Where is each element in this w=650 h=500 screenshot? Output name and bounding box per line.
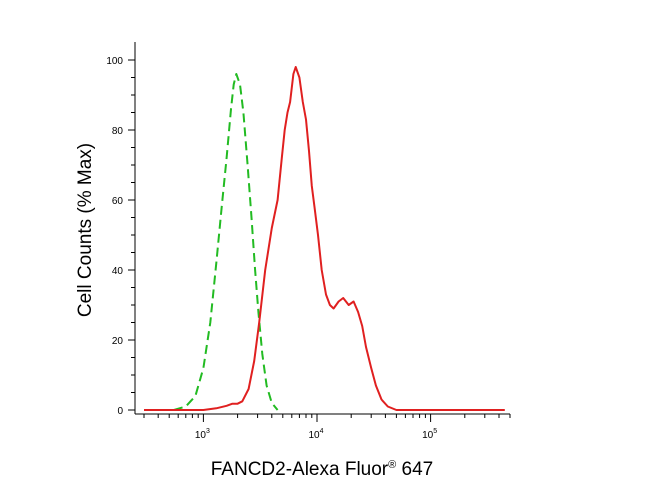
y-tick-label: 80 (112, 126, 124, 137)
y-axis-title: Cell Counts (% Max) (75, 143, 96, 317)
y-tick-label: 60 (112, 196, 124, 207)
x-tick-label: 105 (422, 428, 437, 441)
x-ticks: 103 104 105 (143, 414, 511, 441)
x-tick-label: 103 (195, 428, 210, 441)
y-tick-label: 0 (117, 406, 123, 417)
control-histogram-line (173, 73, 279, 411)
y-tick-label: 100 (106, 56, 123, 67)
x-axis-title-main: FANCD2-Alexa Fluor (211, 459, 389, 480)
y-ticks: 0 20 40 60 80 100 (106, 56, 135, 417)
axes (134, 42, 510, 415)
y-tick-label: 40 (112, 266, 124, 277)
y-tick-label: 20 (112, 336, 124, 347)
x-tick-label: 104 (308, 428, 323, 441)
x-axis-title-registered-mark: ® (388, 459, 396, 471)
x-axis-title-suffix: 647 (396, 459, 433, 480)
x-axis-title: FANCD2-Alexa Fluor® 647 (211, 459, 433, 480)
sample-histogram-line (144, 66, 505, 411)
series (144, 66, 505, 411)
